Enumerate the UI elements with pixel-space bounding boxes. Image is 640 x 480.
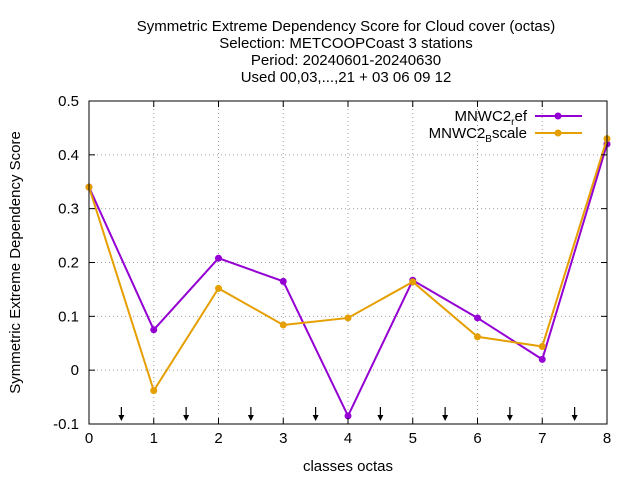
y-tick-label: 0.5 (58, 93, 79, 110)
series-MNWC2_Bscale (85, 135, 611, 395)
boundary-arrow (377, 407, 384, 421)
data-point (150, 387, 158, 395)
y-tick-label: 0.3 (58, 201, 79, 218)
class-boundary-arrows (118, 407, 578, 421)
data-point (150, 326, 158, 334)
y-tick-label: -0.1 (53, 416, 79, 433)
data-point (538, 355, 546, 363)
data-point (344, 314, 352, 322)
boundary-arrow (183, 407, 190, 421)
legend-item-0: MNWC2ref (454, 108, 582, 128)
data-point (215, 254, 222, 262)
chart-title: Symmetric Extreme Dependency Score for C… (137, 18, 555, 86)
legend-item-1: MNWC2Bscale (429, 125, 582, 145)
x-tick-label: 3 (279, 430, 287, 447)
data-point (344, 412, 352, 420)
x-tick-label: 1 (150, 430, 158, 447)
boundary-arrow (506, 407, 513, 421)
legend-label: MNWC2Bscale (429, 125, 527, 145)
x-tick-label: 8 (603, 430, 611, 447)
x-tick-label: 4 (344, 430, 352, 447)
axis-ticks: 0 1 2 3 4 5 6 7 8 -0.1 0 0.1 0.2 0.3 0.4 0.5 (53, 93, 611, 447)
x-tick-label: 2 (214, 430, 222, 447)
x-tick-label: 7 (538, 430, 546, 447)
series (85, 135, 611, 420)
data-point (215, 284, 222, 292)
x-tick-label: 6 (473, 430, 481, 447)
y-tick-label: 0.2 (58, 255, 79, 272)
legend-label: MNWC2ref (454, 108, 527, 128)
x-tick-label: 5 (409, 430, 417, 447)
series-line (88, 138, 608, 393)
title-line-0: Symmetric Extreme Dependency Score for C… (137, 18, 555, 35)
grid (89, 101, 607, 424)
x-tick-label: 0 (85, 430, 93, 447)
y-axis-label: Symmetric Extreme Dependency Score (7, 131, 24, 394)
data-point (279, 321, 287, 329)
boundary-arrow (118, 407, 125, 421)
x-axis-label: classes octas (303, 458, 393, 475)
y-tick-label: 0.4 (58, 147, 79, 164)
data-point (279, 277, 287, 285)
title-line-3: Used 00,03,...,21 + 03 06 09 12 (241, 69, 452, 86)
boundary-arrow (247, 407, 254, 421)
legend-marker (554, 129, 562, 137)
boundary-arrow (442, 407, 449, 421)
y-tick-label: 0.1 (58, 308, 79, 325)
data-point (409, 278, 417, 286)
title-line-2: Period: 20240601-20240630 (251, 52, 441, 69)
y-tick-label: 0 (71, 362, 79, 379)
data-point (538, 342, 546, 350)
series-line (88, 143, 608, 419)
data-point (474, 314, 481, 322)
boundary-arrow (571, 407, 578, 421)
title-line-1: Selection: METCOOPCoast 3 stations (219, 35, 472, 52)
boundary-arrow (312, 407, 319, 421)
data-point (474, 333, 481, 341)
legend-marker (554, 112, 562, 120)
